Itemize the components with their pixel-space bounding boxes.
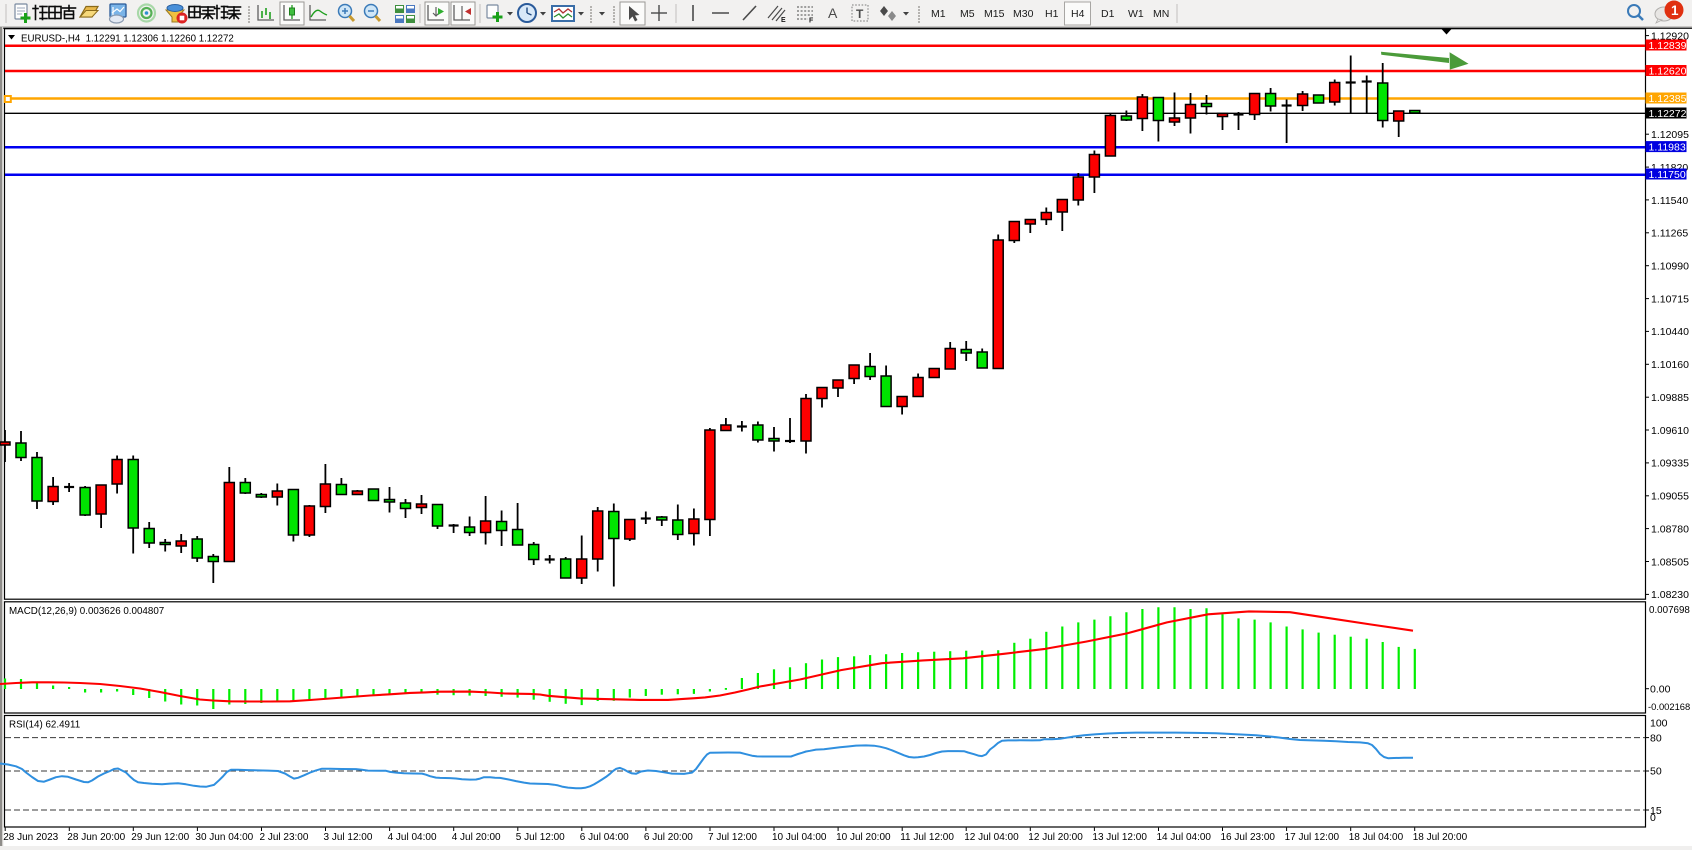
svg-text:1.12095: 1.12095: [1651, 129, 1689, 141]
svg-text:D1: D1: [1101, 8, 1115, 20]
svg-text:1.12620: 1.12620: [1649, 65, 1687, 77]
svg-text:E: E: [781, 17, 786, 24]
svg-text:6 Jul 20:00: 6 Jul 20:00: [644, 832, 693, 843]
svg-text:1.12920: 1.12920: [1651, 30, 1689, 42]
svg-text:0: 0: [1650, 812, 1656, 824]
svg-text:16 Jul 23:00: 16 Jul 23:00: [1221, 832, 1276, 843]
svg-text:18 Jul 20:00: 18 Jul 20:00: [1413, 832, 1468, 843]
svg-text:A: A: [828, 5, 838, 21]
svg-text:1.09055: 1.09055: [1651, 491, 1689, 503]
svg-text:6 Jul 04:00: 6 Jul 04:00: [580, 832, 629, 843]
svg-text:1.09610: 1.09610: [1651, 425, 1689, 437]
svg-text:W1: W1: [1128, 8, 1144, 20]
svg-text:7 Jul 12:00: 7 Jul 12:00: [708, 832, 757, 843]
svg-text:1.10440: 1.10440: [1651, 326, 1689, 338]
svg-text:29 Jun 12:00: 29 Jun 12:00: [131, 832, 189, 843]
svg-text:5 Jul 12:00: 5 Jul 12:00: [516, 832, 565, 843]
svg-text:13 Jul 12:00: 13 Jul 12:00: [1092, 832, 1147, 843]
svg-text:100: 100: [1650, 717, 1668, 729]
svg-text:2 Jul 23:00: 2 Jul 23:00: [260, 832, 309, 843]
svg-text:H4: H4: [1071, 8, 1085, 20]
svg-text:3 Jul 12:00: 3 Jul 12:00: [324, 832, 373, 843]
svg-text:50: 50: [1650, 766, 1662, 778]
svg-text:80: 80: [1650, 732, 1662, 744]
svg-text:1.11540: 1.11540: [1651, 195, 1688, 207]
svg-text:T: T: [856, 7, 864, 21]
svg-text:1.11983: 1.11983: [1649, 142, 1686, 154]
svg-text:4 Jul 04:00: 4 Jul 04:00: [388, 832, 437, 843]
svg-text:1.08505: 1.08505: [1651, 556, 1689, 568]
svg-text:1.10990: 1.10990: [1651, 261, 1689, 273]
svg-text:1.11265: 1.11265: [1651, 228, 1688, 240]
svg-text:11 Jul 12:00: 11 Jul 12:00: [900, 832, 954, 843]
svg-text:1.08230: 1.08230: [1651, 589, 1689, 601]
svg-text:15: 15: [1650, 805, 1662, 817]
svg-text:F: F: [809, 18, 814, 25]
svg-text:30 Jun 04:00: 30 Jun 04:00: [195, 832, 253, 843]
svg-text:1.12272: 1.12272: [1649, 108, 1687, 120]
svg-text:14 Jul 04:00: 14 Jul 04:00: [1157, 832, 1212, 843]
svg-text:28 Jun 2023: 28 Jun 2023: [3, 832, 58, 843]
svg-text:1.12839: 1.12839: [1649, 40, 1687, 52]
svg-text:M15: M15: [984, 8, 1005, 20]
svg-text:1: 1: [1671, 3, 1679, 18]
svg-text:4 Jul 20:00: 4 Jul 20:00: [452, 832, 501, 843]
svg-text:1.10715: 1.10715: [1651, 293, 1689, 305]
svg-text:18 Jul 04:00: 18 Jul 04:00: [1349, 832, 1404, 843]
svg-text:H1: H1: [1045, 8, 1059, 20]
svg-text:1.09335: 1.09335: [1651, 458, 1689, 470]
svg-text:MACD(12,26,9) 0.003626 0.00480: MACD(12,26,9) 0.003626 0.004807: [9, 606, 164, 617]
svg-text:0.00: 0.00: [1650, 684, 1671, 696]
svg-text:28 Jun 20:00: 28 Jun 20:00: [67, 832, 125, 843]
svg-text:12 Jul 20:00: 12 Jul 20:00: [1028, 832, 1083, 843]
svg-text:1.11750: 1.11750: [1649, 169, 1686, 181]
svg-text:10 Jul 04:00: 10 Jul 04:00: [772, 832, 827, 843]
svg-text:12 Jul 04:00: 12 Jul 04:00: [964, 832, 1019, 843]
svg-text:10 Jul 20:00: 10 Jul 20:00: [836, 832, 891, 843]
svg-text:M1: M1: [931, 8, 946, 20]
svg-text:RSI(14) 62.4911: RSI(14) 62.4911: [9, 720, 80, 731]
svg-text:1.08780: 1.08780: [1651, 523, 1689, 535]
svg-text:-0.002168: -0.002168: [1648, 701, 1690, 712]
svg-text:1.12385: 1.12385: [1649, 93, 1687, 105]
svg-text:1.10160: 1.10160: [1651, 359, 1689, 371]
svg-text:0.007698: 0.007698: [1649, 605, 1690, 616]
svg-text:M5: M5: [960, 8, 975, 20]
svg-text:MN: MN: [1153, 8, 1169, 20]
svg-text:EURUSD-,H4 1.12291 1.12306 1.: EURUSD-,H4 1.12291 1.12306 1.12260 1.122…: [21, 34, 234, 45]
svg-text:M30: M30: [1013, 8, 1034, 20]
svg-text:1.09885: 1.09885: [1651, 392, 1689, 404]
svg-text:17 Jul 12:00: 17 Jul 12:00: [1285, 832, 1340, 843]
